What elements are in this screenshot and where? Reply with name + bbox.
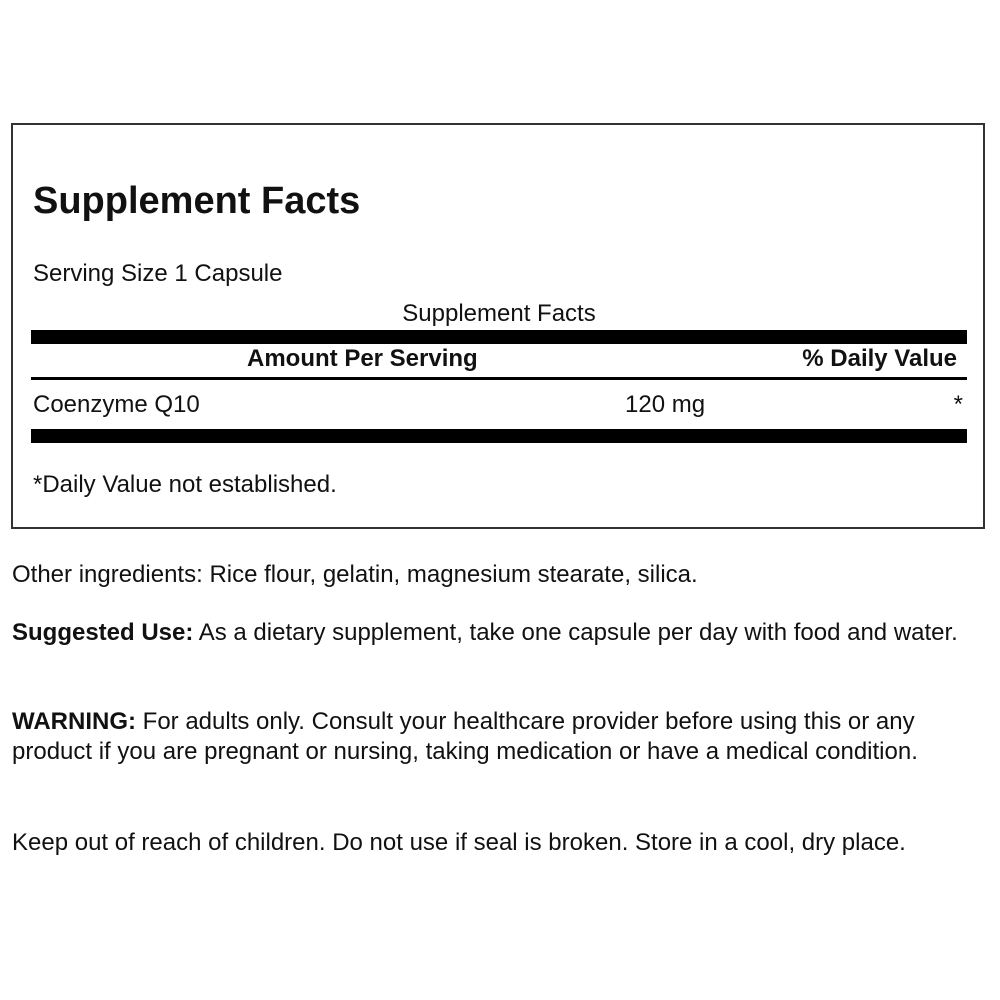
warning-text: For adults only. Consult your healthcare…	[12, 708, 918, 765]
serving-size: Serving Size 1 Capsule	[33, 260, 283, 287]
footnote: *Daily Value not established.	[33, 471, 337, 498]
panel-title: Supplement Facts	[33, 180, 361, 222]
warning-label: WARNING:	[12, 708, 136, 735]
daily-value-header: % Daily Value	[802, 345, 957, 372]
panel-subtitle: Supplement Facts	[402, 300, 596, 327]
storage-instructions: Keep out of reach of children. Do not us…	[12, 829, 906, 856]
other-ingredients: Other ingredients: Rice flour, gelatin, …	[12, 561, 698, 588]
divider	[31, 377, 967, 380]
nutrient-name: Coenzyme Q10	[33, 391, 200, 418]
supplement-facts-panel: Supplement Facts Serving Size 1 Capsule …	[11, 123, 985, 529]
amount-header: Amount Per Serving	[247, 345, 478, 372]
suggested-use-label: Suggested Use:	[12, 619, 194, 646]
suggested-use-text: As a dietary supplement, take one capsul…	[193, 619, 958, 646]
warning: WARNING: For adults only. Consult your h…	[12, 707, 972, 767]
thick-divider	[31, 330, 967, 344]
nutrient-dv: *	[953, 391, 963, 418]
thick-divider	[31, 429, 967, 443]
nutrient-amount: 120 mg	[625, 391, 706, 418]
suggested-use: Suggested Use: As a dietary supplement, …	[12, 618, 972, 648]
